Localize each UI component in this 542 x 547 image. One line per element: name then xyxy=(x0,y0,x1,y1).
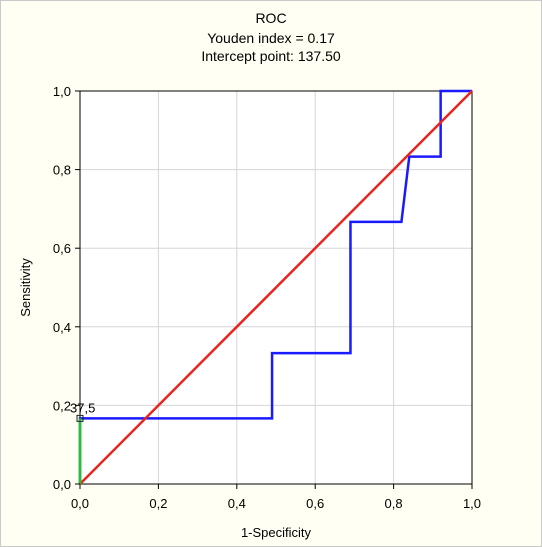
x-tick-label: 0,0 xyxy=(71,496,89,511)
y-axis-label: Sensitivity xyxy=(18,258,33,317)
x-tick-label: 1,0 xyxy=(463,496,481,511)
y-tick-label: 0,0 xyxy=(53,477,71,492)
reference-diagonal xyxy=(79,90,473,485)
y-tick-label: 0,6 xyxy=(53,241,71,256)
plot-border xyxy=(79,90,473,485)
chart-subtitle-intercept: Intercept point: 137.50 xyxy=(201,48,341,64)
x-axis-label: 1-Specificity xyxy=(241,525,312,540)
intercept-marker xyxy=(76,414,84,422)
y-tick-label: 0,4 xyxy=(53,320,71,335)
roc-curve xyxy=(78,89,472,484)
y-tick-label: 1,0 xyxy=(53,84,71,99)
x-tick-label: 0,2 xyxy=(149,496,167,511)
x-tick-label: 0,8 xyxy=(385,496,403,511)
y-tick-label: 0,2 xyxy=(53,398,71,413)
chart-subtitle-youden: Youden index = 0.17 xyxy=(207,30,335,46)
x-tick-label: 0,4 xyxy=(228,496,246,511)
x-tick-label: 0,6 xyxy=(306,496,324,511)
y-tick-label: 0,8 xyxy=(53,163,71,178)
chart-title: ROC xyxy=(255,10,287,26)
intercept-label: 37,5 xyxy=(70,400,95,415)
